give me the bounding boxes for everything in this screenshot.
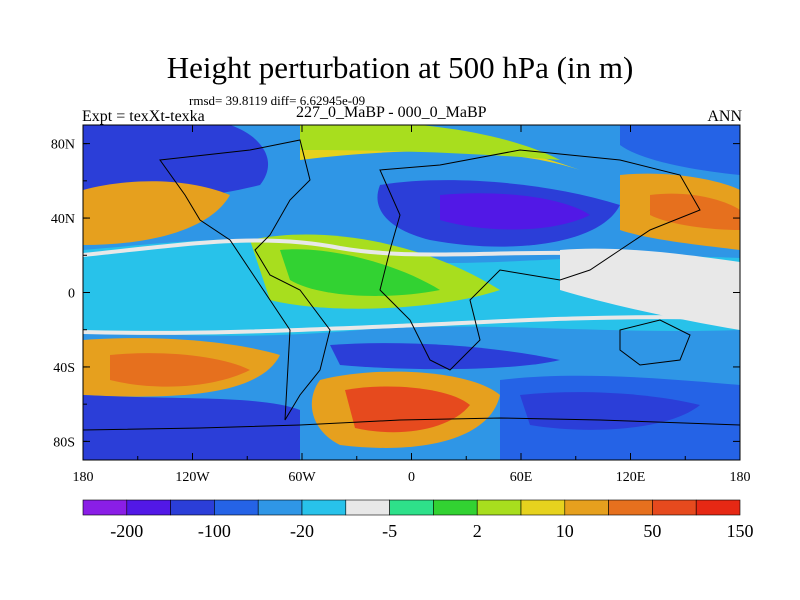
zero-contour-north — [83, 238, 621, 257]
y-tick-label: 0 — [68, 287, 75, 302]
colorbar: -200 -100 -20 -5 2 10 50 150 — [82, 499, 754, 541]
y-tick-label: 40N — [51, 212, 75, 227]
colorbar-label: -20 — [290, 521, 314, 541]
x-tick-label: 120E — [616, 470, 646, 485]
colorbar-swatch — [608, 499, 653, 516]
colorbar-label: -100 — [198, 521, 231, 541]
colorbar-swatch — [695, 499, 741, 516]
midlatitude-trough — [330, 343, 560, 370]
colorbar-swatch — [476, 499, 522, 516]
season-label: ANN — [707, 108, 742, 125]
contour-field — [83, 125, 740, 460]
colorbar-label: 2 — [473, 521, 482, 541]
axis-ticks: 180 120W 60W 0 60E 120E 180 80N 40N 0 40S 80S — [51, 125, 751, 485]
x-tick-label: 180 — [73, 470, 94, 485]
colorbar-swatch — [301, 499, 347, 516]
y-tick-label: 40S — [53, 361, 75, 376]
y-tick-label: 80S — [53, 435, 75, 450]
comparison-label: 227_0_MaBP - 000_0_MaBP — [296, 104, 487, 121]
antarctica-outline — [83, 417, 740, 431]
colorbar-swatch — [82, 499, 128, 516]
chart-title: Height perturbation at 500 hPa (in m) — [166, 50, 634, 85]
pacific-high — [83, 181, 230, 245]
colorbar-label: 10 — [556, 521, 574, 541]
colorbar-swatch — [170, 499, 215, 516]
north-pacific-low — [83, 125, 269, 200]
arctic-ridge-edge — [300, 125, 560, 160]
coastlines — [83, 139, 740, 431]
colorbar-label: -200 — [110, 521, 143, 541]
zero-contour-south — [83, 315, 740, 335]
x-tick-label: 180 — [730, 470, 751, 485]
colorbar-label: 150 — [727, 521, 754, 541]
southern-pacific-low — [83, 395, 300, 460]
tropical-core — [280, 249, 440, 296]
americas-outline — [159, 139, 331, 421]
colorbar-swatch — [520, 499, 566, 516]
eurasia-low-core — [440, 193, 590, 230]
stats-text: rmsd= 39.8119 diff= 6.62945e-09 — [189, 93, 366, 108]
eurasia-africa-outline — [379, 149, 701, 371]
colorbar-label: 50 — [643, 521, 661, 541]
experiment-label: Expt = texXt-texka — [82, 108, 205, 125]
pacific-neutral — [560, 248, 740, 330]
colorbar-swatch — [389, 499, 434, 516]
x-tick-label: 60W — [288, 470, 316, 485]
australia-outline — [619, 319, 691, 366]
colorbar-swatch — [126, 499, 171, 516]
y-tick-label: 80N — [51, 138, 75, 153]
x-tick-label: 120W — [175, 470, 210, 485]
colorbar-label: -5 — [382, 521, 397, 541]
colorbar-swatch — [214, 499, 259, 516]
colorbar-swatch — [257, 499, 303, 516]
colorbar-swatch — [564, 499, 609, 516]
northeast-low — [620, 125, 740, 175]
colorbar-swatch — [433, 499, 478, 516]
southern-ocean-low-core — [520, 392, 700, 430]
x-tick-label: 0 — [408, 470, 415, 485]
colorbar-swatch — [652, 499, 697, 516]
south-pacific-high-core — [110, 353, 250, 387]
colorbar-swatch — [345, 499, 390, 516]
x-tick-label: 60E — [510, 470, 533, 485]
